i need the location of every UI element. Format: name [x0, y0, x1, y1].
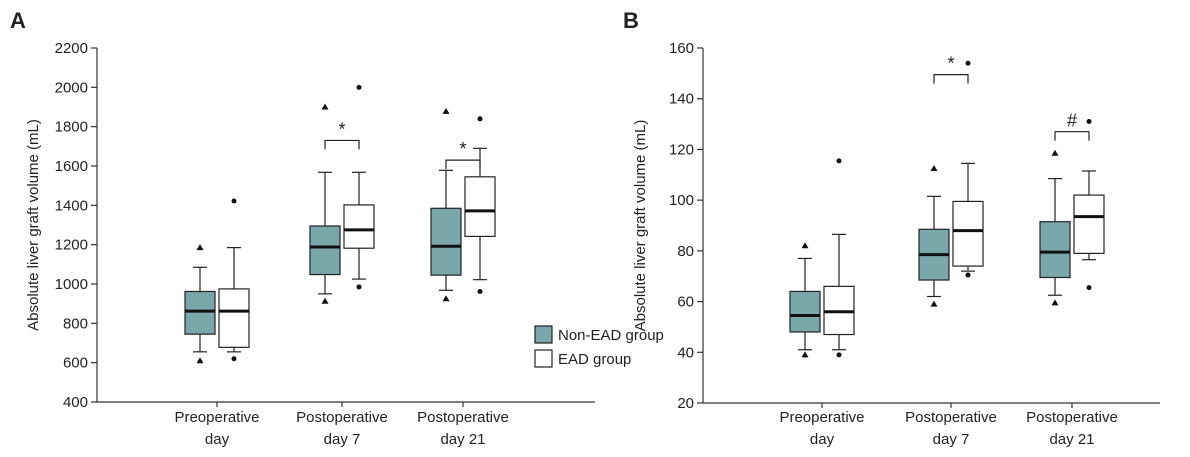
box: [789, 290, 821, 333]
legend-label: EAD group: [558, 351, 631, 368]
outlier-dot: [1086, 285, 1092, 291]
significance-bracket: [1054, 131, 1090, 141]
significance-bracket: [933, 74, 969, 84]
x-category-label: Preoperative: [779, 409, 864, 426]
y-tick-label: 60: [677, 294, 694, 311]
x-category-label: day 7: [324, 431, 361, 448]
box: [1039, 221, 1071, 279]
panel-label: B: [623, 8, 639, 33]
box: [464, 176, 496, 238]
y-tick-label: 140: [669, 91, 694, 108]
panel-b: B 20 40 60 80 100 120 140 160 Absolute liver graf…: [623, 8, 1160, 448]
y-tick-label: 160: [669, 40, 694, 57]
y-tick-label: 800: [63, 315, 88, 332]
box: [1073, 194, 1105, 254]
box: [218, 288, 250, 348]
outlier-triangle: [321, 103, 329, 110]
outlier-dot: [477, 288, 483, 294]
outlier-dot: [1086, 119, 1092, 125]
outlier-triangle: [930, 300, 938, 307]
panel-a: A 400 600 800 1000 1200 1400 1600 1800 2000 2200 Ab…: [10, 8, 664, 448]
x-category-label: day 21: [1049, 431, 1094, 448]
outlier-triangle: [1051, 149, 1059, 156]
legend-swatch: [534, 325, 553, 344]
y-tick-label: 1000: [55, 276, 88, 293]
box: [952, 200, 984, 267]
y-tick-label: 40: [677, 344, 694, 361]
y-axis-title: Absolute liver graft volume (mL): [632, 120, 649, 332]
x-category-label: day 7: [933, 431, 970, 448]
box: [184, 290, 216, 335]
x-category-label: day 21: [440, 431, 485, 448]
x-category-label: Postoperative: [296, 409, 388, 426]
x-category-label: Postoperative: [1026, 409, 1118, 426]
outlier-dot: [231, 198, 237, 204]
outlier-triangle: [930, 164, 938, 171]
legend-swatch: [534, 349, 553, 368]
y-tick-label: 400: [63, 394, 88, 411]
outlier-triangle: [801, 351, 809, 358]
panel-label: A: [10, 8, 26, 33]
outlier-dot: [965, 272, 971, 278]
x-category-label: Postoperative: [905, 409, 997, 426]
outlier-dot: [836, 352, 842, 358]
x-category-label: Postoperative: [417, 409, 509, 426]
outlier-triangle: [321, 297, 329, 304]
x-category-label: day: [205, 431, 230, 448]
x-category-label: day: [810, 431, 835, 448]
outlier-triangle: [196, 357, 204, 364]
outlier-dot: [356, 284, 362, 290]
significance-bracket: [324, 139, 360, 150]
y-tick-label: 1800: [55, 119, 88, 136]
outlier-dot: [477, 116, 483, 122]
box: [430, 207, 462, 276]
significance-bracket: [445, 159, 481, 170]
y-tick-label: 120: [669, 141, 694, 158]
outlier-triangle: [801, 242, 809, 249]
significance-symbol: #: [1067, 111, 1077, 131]
outlier-dot: [965, 60, 971, 66]
y-tick-label: 100: [669, 192, 694, 209]
y-tick-label: 2000: [55, 79, 88, 96]
y-axis-title: Absolute liver graft volume (mL): [25, 119, 42, 331]
box: [309, 225, 341, 276]
box: [343, 204, 375, 249]
significance-symbol: *: [947, 54, 954, 74]
outlier-dot: [356, 84, 362, 90]
significance-symbol: *: [459, 139, 466, 159]
outlier-triangle: [442, 107, 450, 114]
significance-symbol: *: [338, 119, 345, 139]
y-tick-label: 1200: [55, 237, 88, 254]
outlier-triangle: [442, 295, 450, 302]
y-tick-label: 2200: [55, 40, 88, 57]
x-category-label: Preoperative: [174, 409, 259, 426]
y-tick-label: 1600: [55, 158, 88, 175]
outlier-triangle: [1051, 299, 1059, 306]
outlier-dot: [231, 356, 237, 362]
legend-label: Non-EAD group: [558, 327, 664, 344]
y-tick-label: 1400: [55, 197, 88, 214]
outlier-dot: [836, 158, 842, 164]
outlier-triangle: [196, 244, 204, 251]
y-tick-label: 600: [63, 355, 88, 372]
y-tick-label: 80: [677, 243, 694, 260]
y-tick-label: 20: [677, 395, 694, 412]
